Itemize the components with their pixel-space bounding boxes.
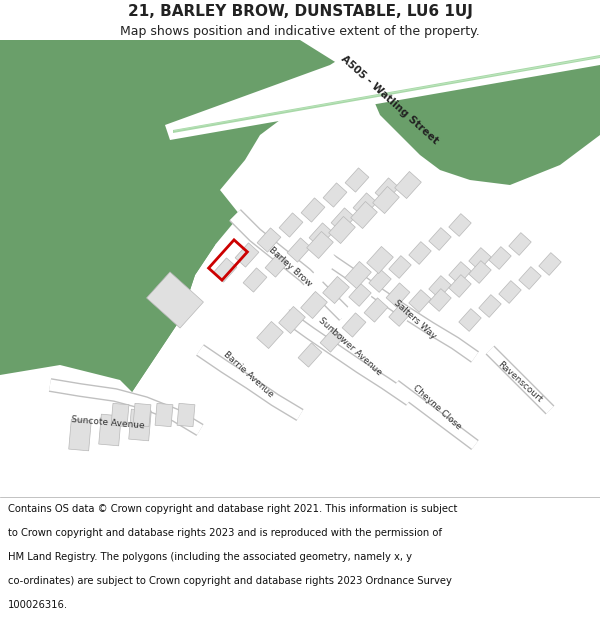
Polygon shape xyxy=(265,253,289,277)
Polygon shape xyxy=(345,168,369,192)
Polygon shape xyxy=(69,419,91,451)
Polygon shape xyxy=(213,258,237,282)
Polygon shape xyxy=(350,201,377,229)
Polygon shape xyxy=(369,269,391,292)
Polygon shape xyxy=(111,403,129,427)
Text: A505 - Watling Street: A505 - Watling Street xyxy=(340,54,440,146)
Polygon shape xyxy=(278,306,305,334)
Polygon shape xyxy=(429,289,451,311)
Text: Ravenscourt: Ravenscourt xyxy=(496,360,544,404)
Polygon shape xyxy=(257,228,281,252)
Polygon shape xyxy=(287,238,311,262)
Polygon shape xyxy=(373,186,400,214)
Polygon shape xyxy=(307,231,334,259)
Polygon shape xyxy=(301,198,325,222)
Polygon shape xyxy=(155,403,173,427)
Polygon shape xyxy=(449,274,471,298)
Polygon shape xyxy=(129,409,151,441)
Text: co-ordinates) are subject to Crown copyright and database rights 2023 Ordnance S: co-ordinates) are subject to Crown copyr… xyxy=(8,576,452,586)
Text: to Crown copyright and database rights 2023 and is reproduced with the permissio: to Crown copyright and database rights 2… xyxy=(8,528,442,538)
Polygon shape xyxy=(479,294,501,318)
Polygon shape xyxy=(257,321,283,349)
Polygon shape xyxy=(0,365,175,495)
Polygon shape xyxy=(449,262,471,284)
Polygon shape xyxy=(344,261,371,289)
Polygon shape xyxy=(331,208,355,232)
Polygon shape xyxy=(177,403,195,427)
Polygon shape xyxy=(349,284,371,306)
Polygon shape xyxy=(133,403,151,427)
Polygon shape xyxy=(342,313,366,337)
Polygon shape xyxy=(298,343,322,367)
Text: Cheyne Close: Cheyne Close xyxy=(411,383,463,431)
Polygon shape xyxy=(489,247,511,269)
Polygon shape xyxy=(459,309,481,331)
Polygon shape xyxy=(301,291,328,319)
Polygon shape xyxy=(329,216,355,244)
Polygon shape xyxy=(279,213,303,237)
Polygon shape xyxy=(389,304,411,326)
Polygon shape xyxy=(364,298,388,322)
Polygon shape xyxy=(323,276,349,304)
Polygon shape xyxy=(99,414,121,446)
Polygon shape xyxy=(365,40,600,185)
Text: Sunbower Avenue: Sunbower Avenue xyxy=(317,316,383,378)
Text: Barrie Avenue: Barrie Avenue xyxy=(221,350,275,400)
Polygon shape xyxy=(409,289,431,312)
Polygon shape xyxy=(320,328,344,352)
Polygon shape xyxy=(309,223,333,247)
Polygon shape xyxy=(395,171,421,199)
Text: Suncote Avenue: Suncote Avenue xyxy=(71,415,145,431)
Polygon shape xyxy=(499,281,521,303)
Text: 21, BARLEY BROW, DUNSTABLE, LU6 1UJ: 21, BARLEY BROW, DUNSTABLE, LU6 1UJ xyxy=(128,4,472,19)
Text: Salters Way: Salters Way xyxy=(392,299,438,341)
Polygon shape xyxy=(146,272,203,328)
Polygon shape xyxy=(469,248,491,271)
Polygon shape xyxy=(509,232,531,256)
Polygon shape xyxy=(375,178,399,202)
Polygon shape xyxy=(386,283,410,307)
Text: HM Land Registry. The polygons (including the associated geometry, namely x, y: HM Land Registry. The polygons (includin… xyxy=(8,552,412,562)
Polygon shape xyxy=(539,253,561,276)
Polygon shape xyxy=(429,228,451,251)
Polygon shape xyxy=(165,40,600,140)
Text: Contains OS data © Crown copyright and database right 2021. This information is : Contains OS data © Crown copyright and d… xyxy=(8,504,457,514)
Polygon shape xyxy=(389,256,411,278)
Text: 100026316.: 100026316. xyxy=(8,600,68,610)
Polygon shape xyxy=(469,261,491,283)
Polygon shape xyxy=(323,183,347,207)
Polygon shape xyxy=(0,320,180,480)
Polygon shape xyxy=(243,268,267,292)
Polygon shape xyxy=(235,243,259,267)
Polygon shape xyxy=(173,55,600,133)
Polygon shape xyxy=(519,267,541,289)
Text: Map shows position and indicative extent of the property.: Map shows position and indicative extent… xyxy=(120,25,480,38)
Polygon shape xyxy=(449,214,471,236)
Polygon shape xyxy=(174,56,600,131)
Text: Barley Brow: Barley Brow xyxy=(267,246,313,289)
Polygon shape xyxy=(409,242,431,264)
Polygon shape xyxy=(367,246,394,274)
Polygon shape xyxy=(0,40,215,480)
Polygon shape xyxy=(429,276,451,298)
Polygon shape xyxy=(0,40,340,480)
Polygon shape xyxy=(353,193,377,217)
